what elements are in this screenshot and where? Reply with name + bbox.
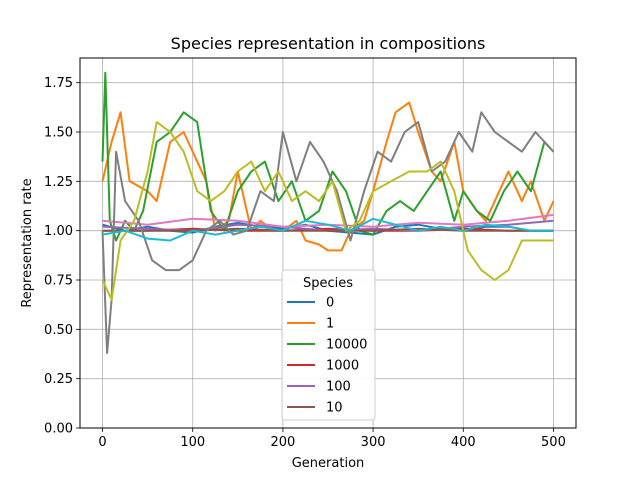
x-tick-label: 400: [451, 435, 476, 450]
series-layer: [101, 71, 555, 354]
x-tick-label: 100: [180, 435, 205, 450]
series-line-unlabeled-7: [101, 111, 555, 354]
y-tick-label: 1.25: [44, 175, 73, 190]
legend-box: [281, 269, 376, 421]
y-axis-title: Representation rate: [20, 178, 35, 307]
y-tick-label: 1.75: [44, 76, 73, 91]
x-axis: 0 100 200 300 400 500: [98, 428, 566, 450]
y-tick-label: 0.25: [44, 372, 73, 387]
x-axis-title: Generation: [292, 456, 365, 471]
legend-label: 100: [326, 380, 351, 395]
series-line-10000: [101, 71, 555, 242]
y-tick-label: 0.75: [44, 274, 73, 289]
legend-label: 10000: [326, 338, 367, 353]
chart-title: Species representation in compositions: [171, 34, 486, 53]
x-tick-label: 500: [541, 435, 566, 450]
series-line-unlabeled-9: [102, 217, 554, 242]
plot-frame: [79, 57, 577, 429]
x-tick-label: 200: [270, 435, 295, 450]
legend-label: 1: [326, 317, 334, 332]
x-tick-label: 300: [361, 435, 386, 450]
legend: Species 0 1 10000 1000 100 10: [281, 269, 376, 421]
y-tick-label: 1.00: [44, 224, 73, 239]
x-tick-label: 0: [98, 435, 106, 450]
y-tick-label: 0.50: [44, 323, 73, 338]
legend-title: Species: [303, 276, 353, 291]
series-line-10: [102, 227, 554, 232]
legend-label: 0: [326, 296, 334, 311]
y-axis: 0.00 0.25 0.50 0.75 1.00 1.25 1.50 1.75: [44, 76, 80, 437]
legend-label: 1000: [326, 359, 359, 374]
series-line-unlabeled-8: [101, 121, 554, 301]
legend-entries: 0 1 10000 1000 100 10: [287, 296, 367, 416]
y-tick-label: 0.00: [44, 422, 73, 437]
legend-label: 10: [326, 401, 343, 416]
y-tick-label: 1.50: [44, 126, 73, 141]
